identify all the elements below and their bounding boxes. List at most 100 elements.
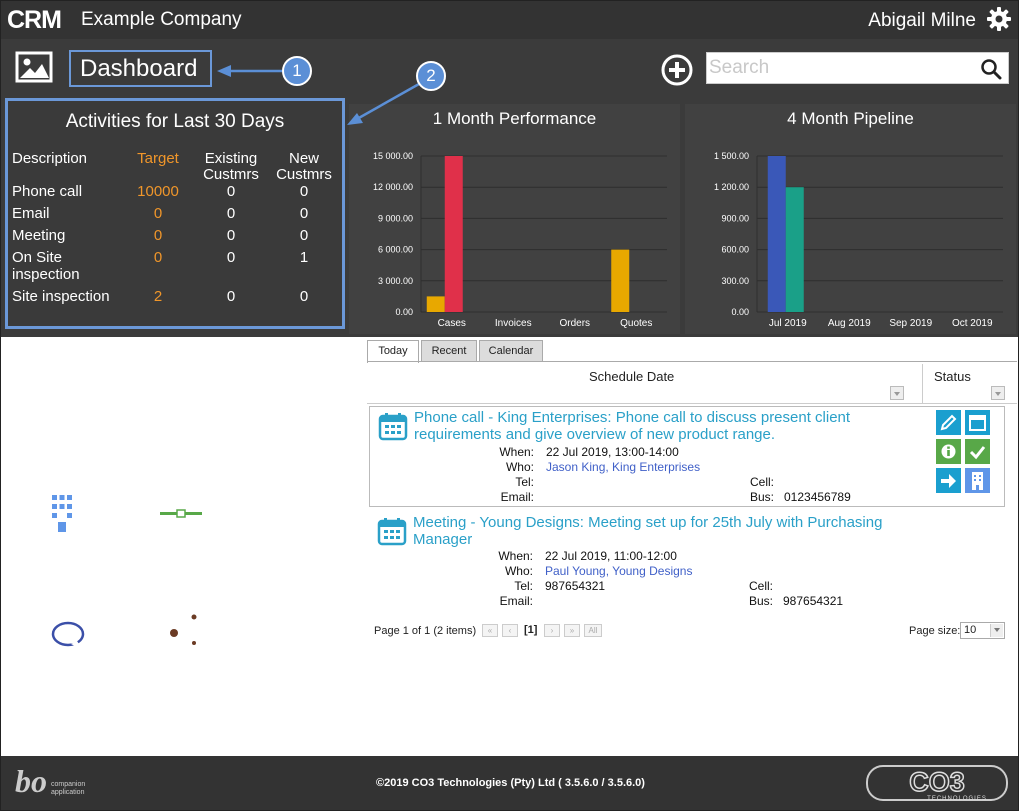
- activities-table: Description Target Existing Custmrs New …: [12, 150, 338, 306]
- calendar-icon: [278, 489, 322, 534]
- tile-activities[interactable]: 7 activities: [241, 456, 358, 573]
- page-title: Dashboard: [69, 50, 212, 87]
- pager: Page 1 of 1 (2 items) « ‹ [1] › » All Pa…: [367, 621, 1017, 641]
- y-tick-label: 1 200.00: [714, 182, 749, 192]
- add-button[interactable]: [661, 54, 693, 86]
- activity-target: 0: [153, 205, 163, 222]
- date-filter-button[interactable]: [890, 386, 904, 400]
- prev-page-button[interactable]: ‹: [502, 624, 518, 637]
- settings-gear-icon[interactable]: [986, 6, 1012, 32]
- building-icon[interactable]: [965, 468, 990, 493]
- warning-icon: [276, 370, 324, 413]
- chevron-down-icon: [990, 624, 1003, 637]
- who-link[interactable]: Jason King, King Enterprises: [546, 460, 701, 474]
- when-label: When:: [498, 549, 533, 563]
- tile-warnings[interactable]: 2 warnings: [241, 337, 358, 454]
- last-page-button[interactable]: »: [564, 624, 580, 637]
- x-tick-label: Invoices: [495, 318, 532, 329]
- header-bottom-border: [367, 403, 1017, 404]
- tile-3rd-party[interactable]: 4 3rd party: [241, 575, 358, 692]
- tab-today[interactable]: Today: [367, 340, 419, 363]
- chart-bar[interactable]: [426, 296, 445, 312]
- activity-target: 2: [153, 288, 163, 305]
- checkmark-icon[interactable]: [965, 439, 990, 464]
- activities-body: Phone call 10000 0 0 Email 0 0 0 Meeting 0 0 0 On Si…: [12, 183, 338, 305]
- callout-1: 1: [282, 56, 312, 86]
- y-tick-label: 0.00: [395, 307, 413, 317]
- tile-count: 2: [343, 338, 354, 359]
- chart-bar[interactable]: [767, 156, 786, 312]
- y-tick-label: 9 000.00: [378, 213, 413, 223]
- first-page-button[interactable]: «: [482, 624, 498, 637]
- chart-bar[interactable]: [785, 187, 804, 312]
- y-tick-label: 300.00: [721, 276, 749, 286]
- user-name[interactable]: Abigail Milne: [868, 10, 976, 31]
- column-header-description: Description: [12, 150, 88, 167]
- who-link[interactable]: Paul Young, Young Designs: [545, 564, 693, 578]
- tile-recommendations[interactable]: 30 Sep 2016 0 recommendations: [122, 337, 239, 454]
- arrow-right-icon[interactable]: [936, 468, 961, 493]
- y-tick-label: 6 000.00: [378, 245, 413, 255]
- activity-description: On Site inspection: [12, 249, 80, 283]
- all-pages-button[interactable]: All: [584, 624, 602, 637]
- tile-quotes[interactable]: 5 quotes: [3, 575, 120, 692]
- email-label: Email:: [500, 490, 534, 504]
- search-input[interactable]: [709, 55, 969, 81]
- y-tick-label: 0.00: [731, 307, 749, 317]
- tel-label: Tel:: [514, 579, 533, 593]
- next-page-button[interactable]: ›: [544, 624, 560, 637]
- schedule-item-title[interactable]: Meeting - Young Designs: Meeting set up …: [413, 514, 883, 548]
- column-header-schedule-date: Schedule Date: [589, 369, 675, 384]
- activity-row: Email 0 0 0: [12, 200, 338, 222]
- activity-new: 0: [299, 205, 309, 222]
- dashboard-bar: Dashboard: [1, 39, 1018, 101]
- activity-new: 0: [299, 227, 309, 244]
- activity-row: Phone call 10000 0 0: [12, 183, 338, 200]
- info-icon[interactable]: [936, 439, 961, 464]
- header-divider: [922, 364, 923, 404]
- svg-text:bo: bo: [15, 763, 47, 799]
- current-page: [1]: [524, 624, 538, 636]
- schedule-item: Meeting - Young Designs: Meeting set up …: [369, 512, 1005, 612]
- activities-title: Activities for Last 30 Days: [65, 111, 285, 132]
- page-size-select[interactable]: 10: [960, 622, 1005, 639]
- lightbulb-icon: [163, 369, 199, 413]
- application-text: application: [51, 789, 85, 796]
- tile-label: recommendations: [133, 438, 228, 450]
- tile-label: activities: [275, 557, 324, 569]
- activity-description: Site inspection: [12, 288, 110, 305]
- pipeline-chart-title: 4 Month Pipeline: [787, 109, 914, 128]
- image-icon[interactable]: [15, 51, 53, 83]
- when-value: 22 Jul 2019, 13:00-14:00: [546, 445, 679, 459]
- tile-customers[interactable]: 74 customers: [3, 456, 120, 573]
- tile-label: 3rd party: [275, 676, 324, 688]
- activity-existing: 0: [226, 227, 236, 244]
- chart-bar[interactable]: [611, 249, 630, 312]
- tile-create-cold-call[interactable]: create cold call: [3, 337, 120, 454]
- activity-row: On Site inspection 0 0 1: [12, 244, 338, 283]
- activity-existing: 0: [226, 183, 236, 200]
- email-label: Email:: [499, 594, 533, 608]
- column-header-status: Status: [934, 369, 971, 384]
- schedule-item-title[interactable]: Phone call - King Enterprises: Phone cal…: [414, 409, 851, 443]
- crm-logo[interactable]: CRM: [7, 7, 71, 31]
- tile-count: 7: [224, 457, 235, 478]
- callout-2: 2: [416, 61, 446, 91]
- search-icon[interactable]: [980, 58, 1002, 80]
- chart-bar[interactable]: [444, 156, 463, 312]
- activity-new: 1: [299, 249, 309, 266]
- cell-label: Cell:: [748, 579, 773, 593]
- tab-recent[interactable]: Recent: [421, 340, 477, 362]
- status-filter-button[interactable]: [991, 386, 1005, 400]
- activity-description: Phone call: [12, 183, 83, 200]
- activity-target: 10000: [137, 183, 179, 200]
- activity-description: Meeting: [12, 227, 66, 244]
- footer: bo companion application ©2019 CO3 Techn…: [1, 756, 1018, 810]
- tile-cases[interactable]: 7 cases: [122, 456, 239, 573]
- tile-count: 4: [343, 576, 354, 597]
- tab-calendar[interactable]: Calendar: [479, 340, 543, 362]
- tile-equipment[interactable]: 147 equipment: [122, 575, 239, 692]
- edit-pencil-icon[interactable]: [936, 410, 961, 435]
- tab-divider: [367, 361, 1017, 362]
- calendar-icon[interactable]: [965, 410, 990, 435]
